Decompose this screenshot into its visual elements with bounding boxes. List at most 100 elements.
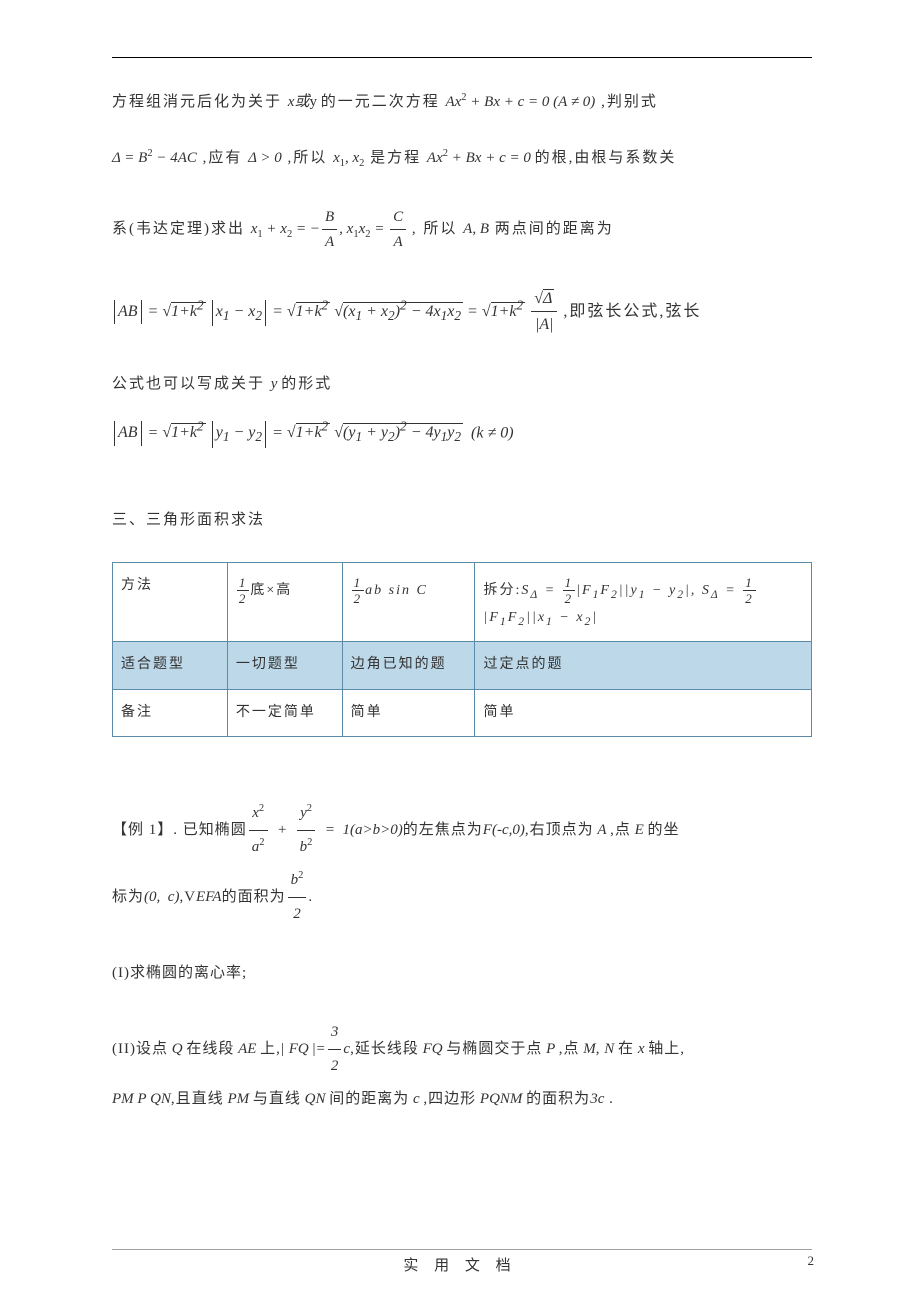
- quadratic-eq: Ax2 + Bx + c = 0: [445, 94, 553, 110]
- text: 上,|: [260, 1041, 285, 1057]
- x-or-y: x或y: [288, 94, 321, 110]
- cell: 简单: [342, 689, 475, 736]
- part-I: (I)求椭圆的离心率;: [112, 957, 812, 990]
- roots: x1, x2: [333, 150, 364, 166]
- example-1: 【例 1】. 已知椭圆x2a2 + y2b2 = 1(a>b>0)的左焦点为F(…: [112, 797, 812, 931]
- A-point: A: [594, 822, 610, 838]
- section-3-title: 三、三角形面积求法: [112, 508, 812, 532]
- cell: 不一定简单: [227, 689, 342, 736]
- cell-method-label: 方法: [113, 562, 228, 642]
- page-bottom-rule: [112, 1249, 812, 1250]
- text: 公式也可以写成关于: [112, 376, 265, 392]
- text: 标为: [112, 889, 144, 905]
- text: |=: [312, 1041, 325, 1057]
- three-c: 3c: [590, 1091, 604, 1107]
- text: ,所以: [288, 150, 328, 166]
- E-coord: (0, c): [144, 889, 179, 905]
- text: 与直线: [253, 1091, 301, 1107]
- text: ,判别式: [601, 94, 658, 110]
- cell: 适合题型: [113, 642, 228, 689]
- QN: QN: [301, 1091, 329, 1107]
- period: .: [308, 889, 313, 905]
- FQ2: FQ: [419, 1041, 447, 1057]
- paragraph-5: 公式也可以写成关于 y 的形式: [112, 372, 812, 396]
- y-sym: y: [271, 376, 281, 392]
- paragraph-3: 系(韦达定理)求出 x1 + x2 = −BA, x1x2 = CA , 所以 …: [112, 205, 812, 254]
- paragraph-2: Δ = B2 − 4AC ,应有 Δ > 0 ,所以 x1, x2 是方程 Ax…: [112, 146, 812, 173]
- cell: 简单: [475, 689, 812, 736]
- table-row: 适合题型 一切题型 边角已知的题 过定点的题: [113, 642, 812, 689]
- text: 轴上,: [648, 1041, 685, 1057]
- vieta-sum: x1 + x2 = −BA, x1x2 = CA: [251, 221, 412, 237]
- area-frac: b22: [286, 889, 309, 905]
- cell: 过定点的题: [475, 642, 812, 689]
- table-row: 备注 不一定简单 简单 简单: [113, 689, 812, 736]
- cell-half-ab-sinc: 12ab sin C: [342, 562, 475, 642]
- text: 与椭圆交于点: [446, 1041, 542, 1057]
- cell-half-base-height: 12底×高: [227, 562, 342, 642]
- quadratic-eq-2: Ax2 + Bx + c = 0: [427, 150, 535, 166]
- A-B-points: A, B: [463, 221, 489, 237]
- ellipse-eq: x2a2 + y2b2 = 1: [247, 822, 350, 838]
- text: ,即弦长公式,弦长: [563, 303, 701, 320]
- FQ: FQ: [285, 1041, 313, 1057]
- PQNM: PQNM: [476, 1091, 526, 1107]
- a-neq-0: (A ≠ 0): [553, 94, 595, 110]
- text: 是方程: [370, 150, 421, 166]
- text: 的坐: [648, 822, 680, 838]
- text: 两点间的距离为: [495, 221, 614, 237]
- text: 间的距离为: [329, 1091, 409, 1107]
- cell-split-formula: 拆分:SΔ = 12|F1F2||y1 − y2|, SΔ = 12|F1F2|…: [475, 562, 812, 642]
- methods-table: 方法 12底×高 12ab sin C 拆分:SΔ = 12|F1F2||y1 …: [112, 562, 812, 737]
- text: ,延长线段: [350, 1041, 419, 1057]
- text: 方程组消元后化为关于: [112, 94, 282, 110]
- P: P: [542, 1041, 558, 1057]
- chord-formula-y: AB = 1+k2 y1 − y2 = 1+k2 (y1 + y2)2 − 4y…: [112, 416, 812, 448]
- page-number: 2: [808, 1253, 815, 1269]
- a-gt-b: (a>b>0): [350, 822, 403, 838]
- cell: 一切题型: [227, 642, 342, 689]
- text: (II)设点: [112, 1041, 168, 1057]
- text: 的根,由根与系数关: [535, 150, 677, 166]
- text: ,VEFA的面积为: [179, 889, 285, 905]
- text: ,点: [610, 822, 631, 838]
- text: 的面积为: [526, 1091, 590, 1107]
- text: . 已知椭圆: [173, 822, 247, 838]
- cell: 备注: [113, 689, 228, 736]
- E-point: E: [631, 822, 648, 838]
- paragraph-1: 方程组消元后化为关于 x或y 的一元二次方程 Ax2 + Bx + c = 0 …: [112, 90, 812, 114]
- c-dist: c: [409, 1091, 423, 1107]
- example-tag: 【例 1】: [112, 822, 173, 838]
- text: ,右顶点为: [525, 822, 594, 838]
- chord-formula-x: AB = 1+k2 x1 − x2 = 1+k2 (x1 + x2)2 − 4x…: [112, 286, 812, 338]
- text: .: [604, 1091, 614, 1107]
- PM-P-QN: PM P QN: [112, 1091, 171, 1107]
- part-II: (II)设点 Q 在线段 AE 上,| FQ |=32c,延长线段 FQ 与椭圆…: [112, 1016, 812, 1116]
- N: N: [601, 1041, 619, 1057]
- text: , 所以: [412, 221, 458, 237]
- text: ,点: [559, 1041, 580, 1057]
- delta-positive: Δ > 0: [248, 150, 282, 166]
- text: 系(韦达定理)求出: [112, 221, 245, 237]
- footer-text: 实 用 文 档: [0, 1254, 920, 1275]
- text: ,且直线: [171, 1091, 224, 1107]
- table-row: 方法 12底×高 12ab sin C 拆分:SΔ = 12|F1F2||y1 …: [113, 562, 812, 642]
- PM: PM: [224, 1091, 253, 1107]
- M: M: [580, 1041, 596, 1057]
- text: ,应有: [203, 150, 243, 166]
- text: 在线段: [186, 1041, 234, 1057]
- cell: 边角已知的题: [342, 642, 475, 689]
- text: 的形式: [281, 376, 332, 392]
- Q: Q: [168, 1041, 186, 1057]
- discriminant: Δ = B2 − 4AC: [112, 150, 197, 166]
- page-top-rule: [112, 57, 812, 58]
- AE: AE: [234, 1041, 260, 1057]
- F-point: F(-c,0): [483, 822, 525, 838]
- text: 的一元二次方程: [321, 94, 440, 110]
- fq-frac: 32c: [326, 1041, 350, 1057]
- text: 在: [618, 1041, 634, 1057]
- x-axis: x: [634, 1041, 648, 1057]
- text: 的左焦点为: [403, 822, 483, 838]
- text: ,四边形: [423, 1091, 476, 1107]
- document-body: 方程组消元后化为关于 x或y 的一元二次方程 Ax2 + Bx + c = 0 …: [112, 90, 812, 1116]
